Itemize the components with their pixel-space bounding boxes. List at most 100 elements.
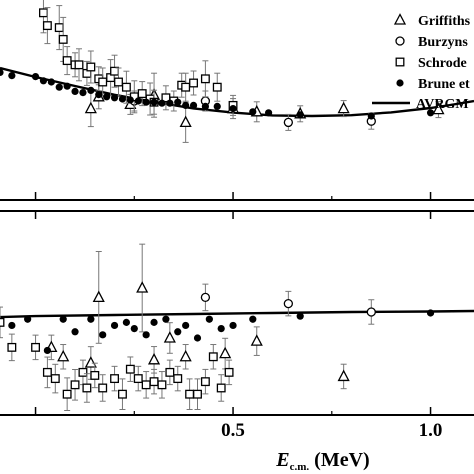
data-point-schrode	[54, 23, 64, 33]
data-point-brune-et	[166, 99, 174, 107]
data-point-schrode	[50, 374, 60, 384]
lower-series-schrode	[0, 306, 234, 412]
upper-panel	[0, 0, 474, 201]
data-point-brune-et	[158, 99, 166, 107]
legend-entry-brune-et: Brune et	[396, 77, 470, 92]
data-point-griffiths	[84, 101, 97, 114]
legend-label: Brune et	[418, 77, 470, 92]
legend-label: AVRGM	[416, 97, 469, 112]
data-point-schrode	[224, 367, 234, 377]
data-point-burzyns	[283, 117, 294, 128]
data-point-brune-et	[110, 321, 119, 330]
data-point-brune-et	[8, 72, 16, 80]
data-point-schrode	[216, 383, 226, 393]
data-point-burzyns	[366, 307, 376, 317]
legend-label: Griffiths	[418, 14, 471, 29]
data-point-schrode	[82, 383, 92, 393]
data-point-brune-et	[229, 321, 237, 330]
data-point-schrode	[90, 370, 100, 380]
data-point-schrode	[149, 377, 159, 387]
x-tick-labels: 0.5 1.0	[221, 420, 442, 441]
data-point-griffiths	[219, 346, 232, 359]
upper-data-points	[0, 0, 445, 143]
data-point-brune-et	[47, 78, 55, 86]
lower-series-griffiths	[45, 243, 350, 390]
data-point-brune-et	[31, 73, 40, 81]
data-point-brune-et	[426, 309, 435, 317]
data-point-griffiths	[250, 334, 263, 346]
data-point-griffiths	[163, 331, 176, 343]
data-point-schrode	[86, 62, 96, 72]
data-point-schrode	[70, 380, 80, 390]
legend-label: Burzyns	[418, 35, 468, 50]
data-point-schrode	[78, 367, 88, 377]
data-point-schrode	[189, 78, 198, 88]
data-point-griffiths	[179, 349, 192, 362]
data-point-brune-et	[8, 321, 16, 330]
data-point-schrode	[173, 374, 183, 384]
data-point-brune-et	[71, 328, 79, 336]
data-point-schrode	[181, 82, 191, 92]
data-point-schrode	[58, 34, 68, 44]
lower-series-burzyns	[200, 283, 376, 325]
data-point-schrode	[118, 389, 127, 399]
data-point-brune-et	[174, 328, 182, 336]
legend-marker	[396, 79, 404, 87]
data-point-brune-et	[118, 95, 127, 103]
data-point-schrode	[62, 389, 72, 399]
data-point-brune-et	[265, 109, 273, 117]
data-point-schrode	[42, 21, 52, 31]
data-point-brune-et	[150, 98, 158, 106]
data-point-schrode	[137, 89, 147, 99]
data-point-brune-et	[249, 108, 257, 116]
data-point-schrode	[110, 66, 119, 76]
data-point-schrode	[98, 383, 108, 393]
data-point-brune-et	[103, 93, 111, 101]
data-point-schrode	[185, 389, 195, 399]
lower-panel	[0, 210, 474, 416]
data-point-brune-et	[126, 96, 134, 104]
data-point-schrode	[141, 380, 151, 390]
data-point-brune-et	[150, 318, 158, 326]
data-point-schrode	[165, 367, 175, 377]
data-point-schrode	[208, 352, 218, 362]
data-point-brune-et	[87, 86, 95, 94]
data-point-schrode	[121, 82, 131, 92]
data-point-brune-et	[201, 102, 209, 110]
data-point-brune-et	[213, 102, 221, 110]
data-point-brune-et	[296, 312, 304, 320]
data-point-brune-et	[142, 331, 150, 339]
legend-marker	[393, 13, 407, 25]
data-point-brune-et	[24, 315, 32, 323]
data-point-griffiths	[432, 102, 445, 115]
data-point-schrode	[0, 317, 5, 327]
data-point-brune-et	[99, 331, 107, 339]
upper-series-brune-et	[0, 68, 435, 120]
data-point-brune-et	[142, 98, 150, 106]
upper-panel-ticks	[34, 192, 432, 200]
data-point-schrode	[98, 77, 108, 87]
data-point-griffiths	[179, 115, 192, 128]
legend-entry-burzyns: Burzyns	[395, 35, 468, 50]
data-point-brune-et	[182, 101, 190, 109]
data-point-brune-et	[162, 315, 170, 323]
data-point-griffiths	[57, 349, 70, 362]
lower-panel-ticks	[34, 211, 432, 415]
data-point-griffiths	[337, 369, 350, 382]
data-point-brune-et	[205, 315, 213, 323]
data-point-brune-et	[39, 77, 48, 85]
data-point-schrode	[31, 342, 40, 352]
data-point-griffiths	[92, 290, 105, 303]
data-point-brune-et	[110, 94, 119, 102]
data-point-brune-et	[182, 321, 190, 330]
data-point-schrode	[200, 377, 210, 387]
x-tick-label: 0.5	[221, 420, 245, 441]
data-point-burzyns	[283, 298, 294, 309]
data-point-griffiths	[136, 281, 149, 293]
data-point-schrode	[125, 364, 135, 374]
data-point-schrode	[74, 60, 84, 70]
legend-entry-avrgm: AVRGM	[372, 97, 469, 112]
data-point-brune-et	[122, 318, 130, 326]
legend-marker	[395, 36, 405, 46]
